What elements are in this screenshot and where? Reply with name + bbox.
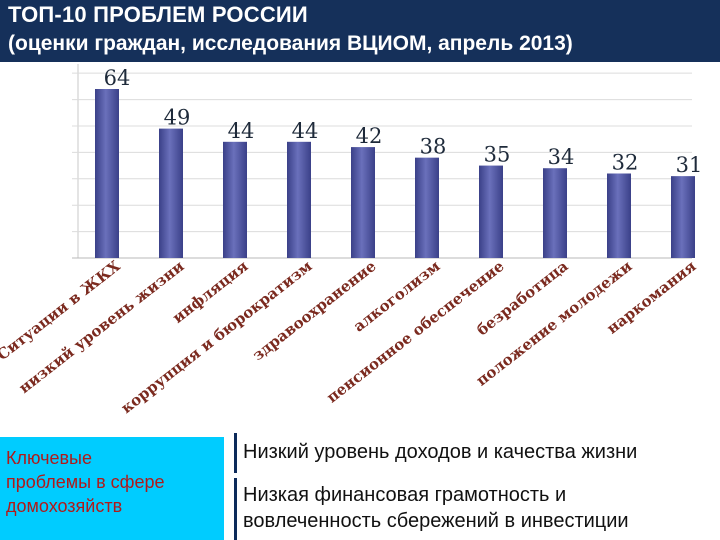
slide-header: ТОП-10 ПРОБЛЕМ РОССИИ (оценки граждан, и… bbox=[0, 0, 720, 62]
data-label: 32 bbox=[612, 151, 639, 175]
bar bbox=[95, 89, 119, 258]
bar bbox=[223, 141, 247, 258]
slide-title: ТОП-10 ПРОБЛЕМ РОССИИ bbox=[8, 2, 308, 27]
bar bbox=[287, 141, 311, 258]
problem-income-text: Низкий уровень доходов и качества жизни bbox=[243, 441, 638, 463]
key-problems-line: Ключевые bbox=[6, 448, 92, 468]
problem-literacy-line: Низкая финансовая грамотность и bbox=[243, 484, 567, 506]
data-label: 35 bbox=[484, 143, 511, 167]
problem-box-literacy: Низкая финансовая грамотность и вовлечен… bbox=[234, 478, 720, 540]
category-label: здравоохранение bbox=[249, 257, 379, 364]
data-label: 42 bbox=[356, 124, 383, 148]
bar bbox=[607, 173, 631, 258]
bar bbox=[159, 128, 183, 258]
bar bbox=[415, 157, 439, 258]
data-label: 44 bbox=[292, 119, 319, 143]
bar bbox=[351, 147, 375, 258]
data-label: 34 bbox=[548, 145, 575, 169]
data-label: 31 bbox=[676, 153, 703, 177]
key-problems-text: Ключевые проблемы в сфере домохозяйств bbox=[6, 446, 165, 518]
data-label: 64 bbox=[104, 66, 131, 90]
problem-literacy-line: вовлеченность сбережений в инвестиции bbox=[243, 510, 629, 532]
problem-box-income: Низкий уровень доходов и качества жизни bbox=[234, 433, 720, 473]
bar bbox=[543, 168, 567, 258]
slide-subtitle: (оценки граждан, исследования ВЦИОМ, апр… bbox=[8, 32, 573, 55]
bar bbox=[671, 176, 695, 258]
key-problems-line: домохозяйств bbox=[6, 496, 123, 516]
bar bbox=[479, 165, 503, 258]
data-label: 44 bbox=[228, 119, 255, 143]
key-problems-line: проблемы в сфере bbox=[6, 472, 165, 492]
data-label: 49 bbox=[164, 106, 191, 130]
key-problems-box: Ключевые проблемы в сфере домохозяйств bbox=[0, 437, 224, 540]
problem-literacy-text: Низкая финансовая грамотность и вовлечен… bbox=[243, 482, 629, 534]
data-label: 38 bbox=[420, 135, 447, 159]
